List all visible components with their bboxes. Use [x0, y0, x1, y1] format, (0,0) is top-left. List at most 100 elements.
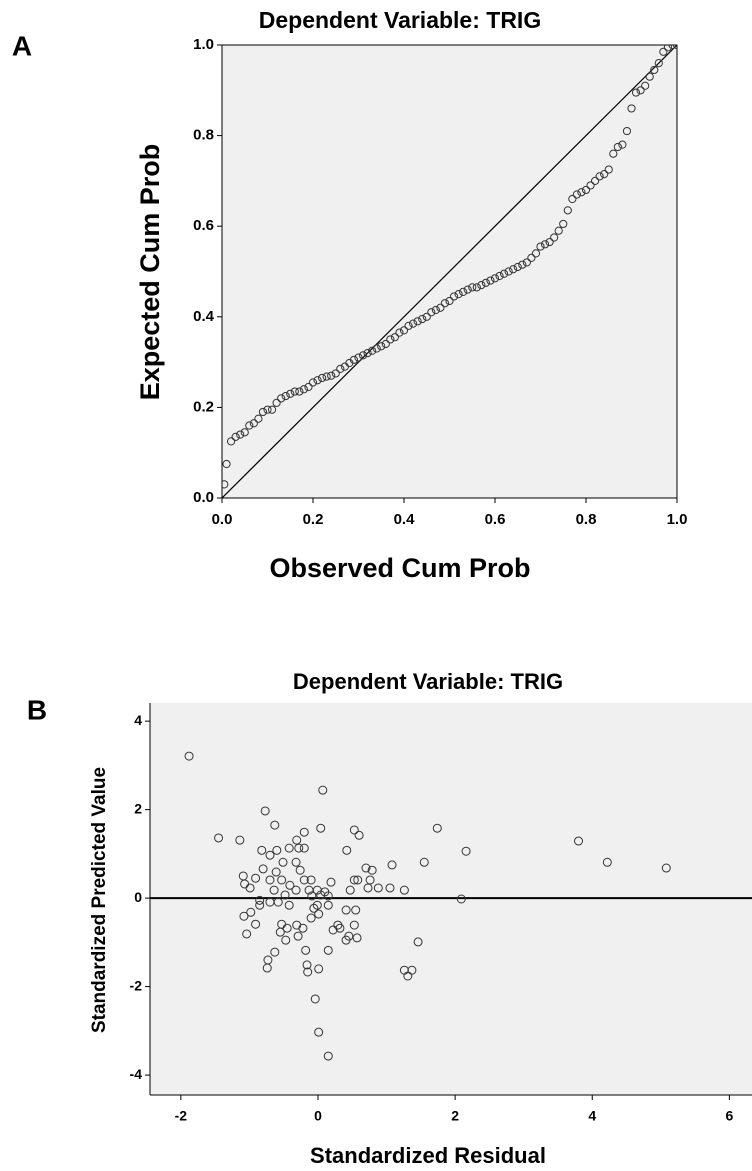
point — [254, 414, 263, 423]
point — [308, 378, 318, 387]
point — [265, 850, 275, 860]
point — [602, 857, 612, 867]
point — [472, 283, 481, 292]
point — [641, 81, 650, 90]
point — [363, 348, 372, 358]
point — [263, 405, 272, 414]
point — [307, 891, 317, 901]
point — [278, 857, 288, 867]
point — [251, 873, 261, 883]
y-tick-label: 1.0 — [193, 36, 214, 53]
y-tick-label: -4 — [130, 1066, 143, 1082]
point — [306, 875, 316, 885]
point — [554, 226, 563, 235]
point — [267, 405, 277, 414]
point — [331, 369, 340, 378]
point — [351, 905, 361, 915]
point — [349, 920, 359, 930]
y-tick-label: 4 — [134, 712, 142, 728]
point — [272, 845, 282, 855]
point — [404, 321, 413, 330]
point — [504, 267, 513, 276]
point — [419, 857, 429, 867]
point — [231, 432, 240, 441]
point — [459, 287, 468, 296]
point — [636, 86, 645, 95]
point — [323, 900, 333, 910]
point — [272, 398, 281, 407]
point — [242, 929, 252, 939]
x-tick-label: 0 — [314, 1108, 322, 1124]
point — [304, 382, 313, 392]
point — [595, 172, 604, 181]
point — [273, 897, 283, 907]
chart-title: Dependent Variable: TRIG — [293, 669, 563, 694]
point — [286, 389, 295, 398]
point — [631, 88, 641, 97]
point — [240, 428, 249, 437]
point — [563, 206, 572, 215]
point — [260, 806, 270, 816]
point — [354, 830, 364, 840]
point — [293, 931, 303, 941]
point — [285, 880, 295, 890]
panel-label: B — [27, 694, 47, 725]
x-tick-label: -2 — [175, 1108, 188, 1124]
point — [245, 421, 254, 430]
reference-line — [222, 45, 677, 498]
point — [270, 820, 280, 830]
point — [445, 296, 454, 306]
x-tick-label: 0.0 — [212, 511, 233, 528]
point — [413, 317, 422, 326]
point — [386, 335, 395, 344]
point — [390, 333, 399, 342]
point — [574, 836, 584, 846]
point — [509, 265, 518, 274]
point — [290, 387, 299, 396]
point — [323, 891, 333, 901]
point — [409, 319, 418, 328]
x-tick-label: 0.8 — [576, 511, 597, 528]
point — [395, 328, 404, 337]
y-axis-label: Standardized Predicted Value — [89, 767, 110, 1033]
point — [284, 900, 294, 910]
point — [540, 240, 550, 249]
point — [258, 864, 268, 874]
point — [284, 843, 294, 853]
point — [310, 994, 320, 1004]
point — [461, 846, 471, 856]
point — [184, 751, 194, 761]
y-tick-label: 0.2 — [193, 398, 214, 415]
point — [403, 971, 413, 981]
point — [385, 883, 395, 893]
point — [663, 45, 672, 52]
point — [618, 140, 627, 149]
point — [344, 931, 354, 941]
point — [236, 430, 245, 439]
x-tick-label: 4 — [588, 1108, 596, 1124]
point — [222, 459, 231, 469]
point — [387, 860, 397, 870]
point — [323, 1051, 333, 1061]
point — [345, 885, 355, 895]
point — [323, 945, 333, 955]
point — [495, 271, 504, 281]
point — [363, 883, 373, 893]
point — [399, 326, 409, 335]
x-tick-label: 2 — [451, 1108, 459, 1124]
point — [486, 276, 495, 285]
point — [422, 312, 431, 321]
y-tick-label: 0.0 — [193, 489, 214, 506]
point — [358, 351, 368, 360]
x-tick-label: 0.2 — [303, 511, 324, 528]
point — [222, 480, 229, 489]
point — [463, 285, 472, 294]
plot-content — [222, 45, 677, 498]
y-tick-label: -2 — [130, 977, 143, 993]
point — [600, 170, 609, 179]
point — [333, 920, 343, 930]
point — [277, 394, 286, 403]
point — [581, 185, 591, 195]
point — [281, 391, 290, 401]
